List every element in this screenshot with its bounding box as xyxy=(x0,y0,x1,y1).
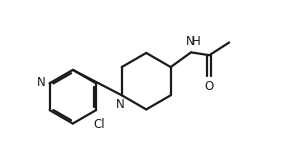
Text: N: N xyxy=(37,76,46,89)
Text: N: N xyxy=(116,98,125,111)
Text: N: N xyxy=(186,35,195,48)
Text: H: H xyxy=(192,35,200,48)
Text: O: O xyxy=(205,80,214,93)
Text: Cl: Cl xyxy=(93,118,105,131)
